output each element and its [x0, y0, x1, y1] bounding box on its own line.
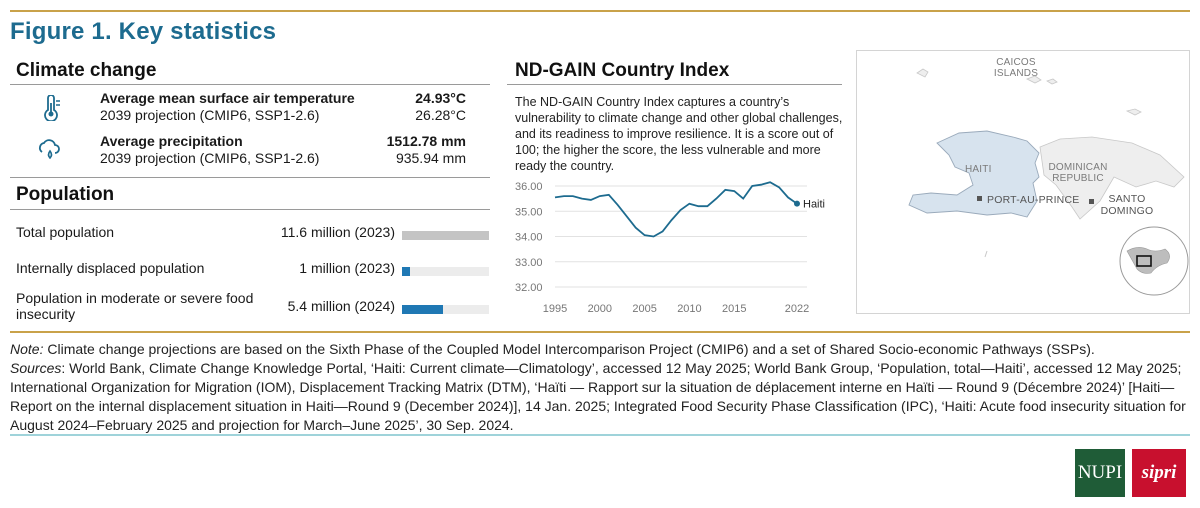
total-population-bar-fill	[402, 231, 489, 240]
y-tick-label: 34.00	[515, 232, 543, 244]
haiti-series-line	[554, 181, 798, 238]
santo-domingo-marker	[1089, 199, 1094, 204]
ndgain-description: The ND-GAIN Country Index captures a cou…	[515, 95, 843, 173]
idp-value: 1 million (2023)	[299, 260, 395, 276]
idp-label: Internally displaced population	[16, 260, 205, 276]
y-tick-label: 35.00	[515, 206, 543, 218]
population-divider	[10, 209, 490, 210]
x-tick-label: 2015	[722, 303, 746, 315]
food-insecurity-label: Population in moderate or severe food in…	[16, 290, 254, 322]
temperature-title: Average mean surface air temperature	[100, 90, 355, 106]
temperature-label: Average mean surface air temperature 203…	[100, 90, 355, 124]
precipitation-projected-value: 935.94 mm	[395, 150, 466, 166]
precipitation-label: Average precipitation 2039 projection (C…	[100, 133, 319, 167]
map-shapes	[908, 68, 1189, 296]
haiti-series-label: Haiti	[803, 199, 825, 211]
total-population-label: Total population	[16, 224, 115, 240]
y-tick-label: 33.00	[515, 257, 543, 269]
locator-box	[1136, 255, 1152, 267]
sources-text: : World Bank, Climate Change Knowledge P…	[10, 360, 1186, 433]
figure-title: Figure 1. Key statistics	[10, 18, 277, 45]
climate-divider	[10, 84, 490, 85]
population-top-divider	[10, 177, 490, 178]
temperature-projected-value: 26.28°C	[415, 107, 466, 123]
map-label-port: PORT-AU-PRINCE	[987, 194, 1080, 206]
note-text: Climate change projections are based on …	[43, 341, 1095, 357]
precipitation-value: 1512.78 mm	[386, 133, 466, 149]
map-label-caicos: CAICOS ISLANDS	[993, 57, 1039, 79]
haiti-shape	[908, 130, 1040, 218]
ndgain-line-chart: 32.00 33.00 34.00 35.00 36.00 1995 2000 2005 201…	[515, 181, 825, 315]
map-label-santo: SANTO DOMINGO	[1100, 193, 1154, 217]
x-tick-label: 2005	[632, 303, 656, 315]
idp-bar	[402, 267, 489, 276]
map-label-haiti: HAITI	[965, 164, 992, 175]
precipitation-title: Average precipitation	[100, 133, 243, 149]
bottom-rule	[10, 434, 1190, 436]
port-au-prince-marker	[977, 196, 982, 201]
precipitation-icon	[39, 139, 60, 160]
sipri-logo: sipri	[1132, 449, 1186, 497]
population-section-title: Population	[16, 184, 115, 205]
food-insecurity-bar-fill	[402, 305, 443, 314]
total-population-value: 11.6 million (2023)	[280, 224, 395, 240]
precipitation-values: 1512.78 mm 935.94 mm	[326, 133, 466, 167]
haiti-end-point	[794, 200, 800, 207]
figure-notes: Note: Climate change projections are bas…	[10, 340, 1190, 435]
x-tick-label: 2010	[677, 303, 701, 315]
top-rule	[10, 10, 1190, 12]
food-insecurity-bar	[402, 305, 489, 314]
climate-section-title: Climate change	[16, 60, 157, 81]
temperature-values: 24.93°C 26.28°C	[326, 90, 466, 124]
x-tick-label: 2022	[785, 303, 809, 315]
food-insecurity-value: 5.4 million (2024)	[287, 298, 395, 314]
y-tick-label: 32.00	[515, 282, 543, 294]
nupi-logo: NUPI	[1075, 449, 1125, 497]
temperature-value: 24.93°C	[415, 90, 466, 106]
temperature-projection: 2039 projection (CMIP6, SSP1-2.6)	[100, 107, 320, 123]
note-label: Note:	[10, 341, 44, 357]
sources-label: Sources	[10, 360, 62, 376]
map-label-dominican: DOMINICAN REPUBLIC	[1048, 162, 1108, 184]
precipitation-projection: 2039 projection (CMIP6, SSP1-2.6)	[100, 150, 320, 166]
y-tick-label: 36.00	[515, 181, 543, 193]
ndgain-section-title: ND-GAIN Country Index	[515, 60, 730, 81]
idp-bar-fill	[402, 267, 410, 276]
thermometer-icon	[44, 95, 60, 121]
middle-rule	[10, 331, 1190, 333]
x-tick-label: 1995	[543, 303, 567, 315]
haiti-map: CAICOS ISLANDS HAITI DOMINICAN REPUBLIC …	[856, 50, 1190, 314]
total-population-bar	[402, 231, 489, 240]
ndgain-divider	[507, 84, 842, 85]
x-tick-label: 2000	[588, 303, 612, 315]
